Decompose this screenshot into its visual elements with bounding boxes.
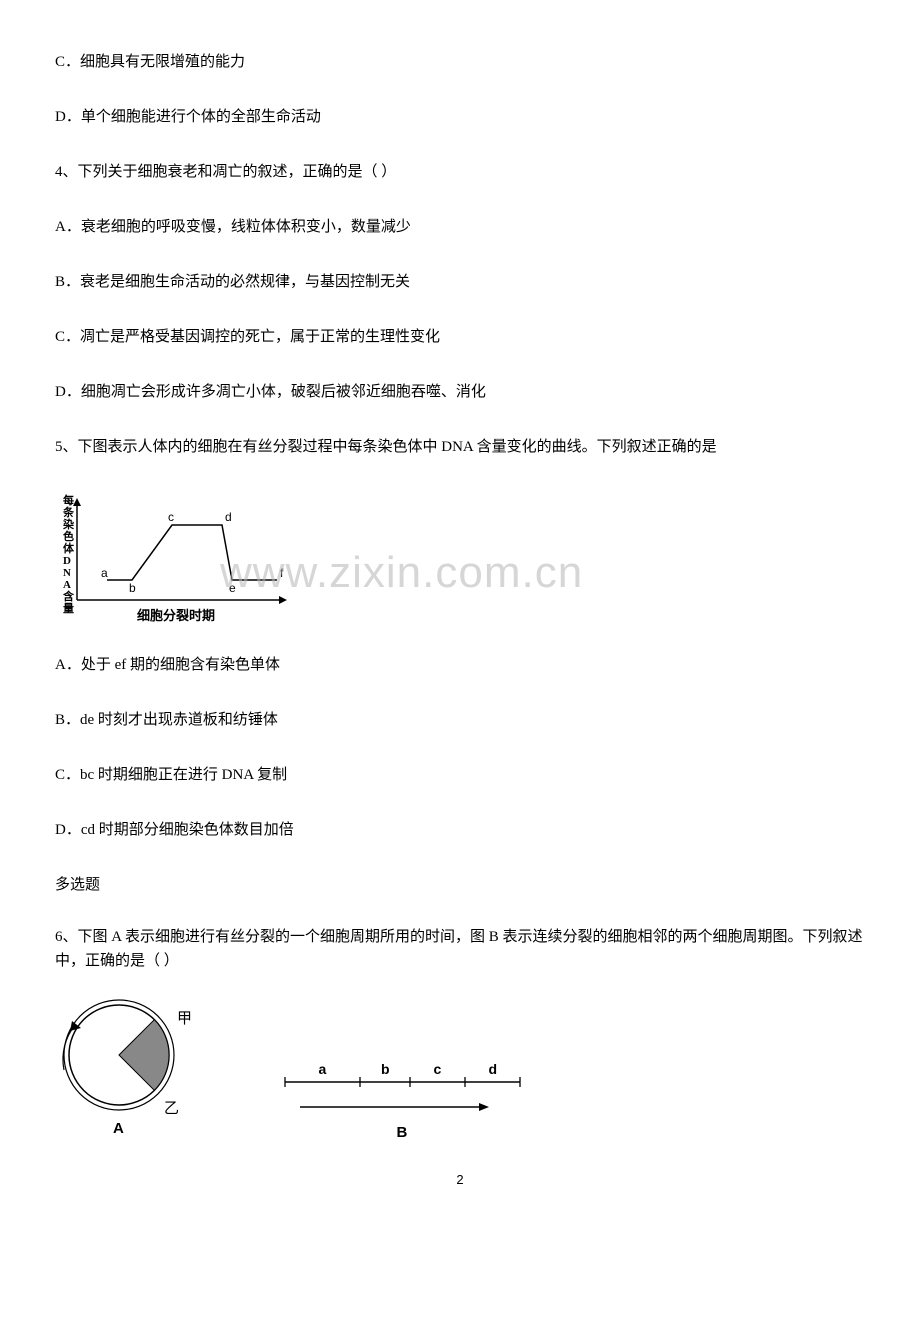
q4-option-c: C．凋亡是严格受基因调控的死亡，属于正常的生理性变化 bbox=[55, 325, 865, 349]
svg-text:a: a bbox=[101, 566, 108, 580]
svg-text:c: c bbox=[434, 1061, 442, 1077]
q5-option-a: A．处于 ef 期的细胞含有染色单体 bbox=[55, 653, 865, 677]
svg-text:a: a bbox=[319, 1061, 327, 1077]
q5-option-d: D．cd 时期部分细胞染色体数目加倍 bbox=[55, 818, 865, 842]
q5-option-b: B．de 时刻才出现赤道板和纺锤体 bbox=[55, 708, 865, 732]
page-number: 2 bbox=[55, 1172, 865, 1187]
svg-text:A: A bbox=[63, 579, 71, 591]
q3-option-c: C．细胞具有无限增殖的能力 bbox=[55, 50, 865, 74]
svg-text:c: c bbox=[168, 510, 174, 524]
q4-option-b: B．衰老是细胞生命活动的必然规律，与基因控制无关 bbox=[55, 270, 865, 294]
svg-text:量: 量 bbox=[63, 602, 74, 615]
svg-text:含: 含 bbox=[62, 589, 75, 603]
q5-option-c: C．bc 时期细胞正在进行 DNA 复制 bbox=[55, 763, 865, 787]
svg-text:A: A bbox=[113, 1120, 124, 1137]
svg-text:d: d bbox=[489, 1061, 498, 1077]
svg-text:色: 色 bbox=[63, 529, 74, 543]
svg-text:N: N bbox=[63, 567, 71, 579]
multi-select-header: 多选题 bbox=[55, 873, 865, 894]
q4-option-d: D．细胞凋亡会形成许多凋亡小体，破裂后被邻近细胞吞噬、消化 bbox=[55, 380, 865, 404]
svg-text:b: b bbox=[129, 581, 136, 595]
svg-text:B: B bbox=[397, 1124, 408, 1141]
q4-option-a: A．衰老细胞的呼吸变慢，线粒体体积变小，数量减少 bbox=[55, 215, 865, 239]
q3-option-d: D．单个细胞能进行个体的全部生命活动 bbox=[55, 105, 865, 129]
svg-text:每: 每 bbox=[63, 493, 74, 507]
svg-text:甲: 甲 bbox=[177, 1011, 192, 1027]
q4-stem: 4、下列关于细胞衰老和凋亡的叙述，正确的是（ ） bbox=[55, 160, 865, 184]
svg-text:体: 体 bbox=[63, 541, 75, 555]
svg-text:条: 条 bbox=[62, 505, 75, 519]
svg-text:乙: 乙 bbox=[164, 1101, 179, 1117]
svg-text:d: d bbox=[225, 510, 232, 524]
svg-text:f: f bbox=[280, 566, 284, 580]
svg-text:e: e bbox=[229, 581, 236, 595]
q5-stem: 5、下图表示人体内的细胞在有丝分裂过程中每条染色体中 DNA 含量变化的曲线。下… bbox=[55, 435, 865, 459]
svg-text:D: D bbox=[63, 555, 71, 567]
q6-figure-a-svg: 甲乙 A bbox=[55, 997, 205, 1142]
q5-chart-svg: 每条染色体DNA含量 a b c d e f 细胞分裂时期 bbox=[55, 490, 295, 625]
svg-text:细胞分裂时期: 细胞分裂时期 bbox=[137, 608, 215, 623]
q6-stem: 6、下图 A 表示细胞进行有丝分裂的一个细胞周期所用的时间，图 B 表示连续分裂… bbox=[55, 925, 865, 973]
svg-text:染: 染 bbox=[63, 517, 75, 531]
svg-text:b: b bbox=[381, 1061, 390, 1077]
q6-figure-b-svg: a b c d B bbox=[265, 1057, 545, 1142]
q5-chart: 每条染色体DNA含量abcdef细胞分裂时期 www.zixin.com.cn bbox=[55, 490, 865, 625]
q6-figures: 甲乙 A a b c d B bbox=[55, 997, 865, 1142]
